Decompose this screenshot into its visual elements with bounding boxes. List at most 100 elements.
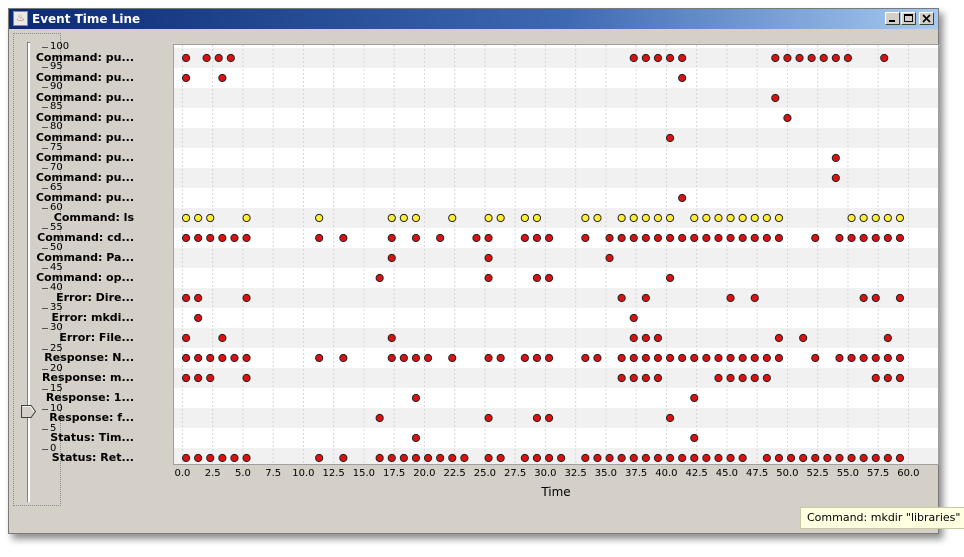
event-point[interactable] [629,213,638,223]
event-point[interactable] [242,293,251,303]
event-point[interactable] [690,393,699,403]
event-point[interactable] [750,213,759,223]
event-point[interactable] [859,453,868,463]
event-point[interactable] [665,133,675,143]
event-point[interactable] [181,333,191,343]
event-point[interactable] [218,73,227,83]
event-point[interactable] [726,213,735,223]
event-point[interactable] [315,213,324,223]
event-point[interactable] [484,233,493,243]
event-point[interactable] [811,353,820,363]
event-point[interactable] [605,453,614,463]
event-point[interactable] [641,373,650,383]
event-point[interactable] [181,213,191,223]
event-point[interactable] [702,353,711,363]
event-point[interactable] [665,233,675,243]
event-point[interactable] [387,253,396,263]
event-point[interactable] [762,453,771,463]
event-point[interactable] [629,53,638,63]
event-point[interactable] [484,273,493,283]
event-point[interactable] [387,333,396,343]
event-point[interactable] [496,353,505,363]
close-button[interactable] [919,12,934,25]
event-point[interactable] [315,353,324,363]
event-point[interactable] [230,453,239,463]
event-point[interactable] [581,233,590,243]
event-point[interactable] [859,353,868,363]
event-point[interactable] [532,273,542,283]
event-point[interactable] [339,233,348,243]
event-point[interactable] [520,453,529,463]
event-point[interactable] [653,53,663,63]
event-point[interactable] [641,353,650,363]
event-point[interactable] [895,213,905,223]
event-point[interactable] [641,213,650,223]
event-point[interactable] [315,233,324,243]
event-point[interactable] [690,213,699,223]
event-point[interactable] [774,333,784,343]
event-point[interactable] [653,213,663,223]
event-point[interactable] [532,233,542,243]
event-point[interactable] [496,453,505,463]
event-point[interactable] [883,373,892,383]
event-point[interactable] [605,253,614,263]
event-point[interactable] [883,333,892,343]
event-point[interactable] [206,453,215,463]
event-point[interactable] [448,453,457,463]
event-point[interactable] [665,353,675,363]
event-point[interactable] [859,233,868,243]
event-point[interactable] [641,233,650,243]
event-point[interactable] [593,453,602,463]
timeline-plot[interactable] [173,44,939,468]
event-point[interactable] [206,213,215,223]
event-point[interactable] [880,53,889,63]
event-point[interactable] [206,233,215,243]
event-point[interactable] [218,453,227,463]
event-point[interactable] [617,213,626,223]
event-point[interactable] [411,453,421,463]
event-point[interactable] [738,233,747,243]
event-point[interactable] [448,213,457,223]
event-point[interactable] [544,273,554,283]
event-point[interactable] [678,453,687,463]
event-point[interactable] [206,373,215,383]
event-point[interactable] [242,233,251,243]
event-point[interactable] [895,293,905,303]
event-point[interactable] [738,453,747,463]
event-point[interactable] [544,353,554,363]
event-point[interactable] [665,413,675,423]
event-point[interactable] [629,333,638,343]
event-point[interactable] [799,453,808,463]
event-point[interactable] [581,353,590,363]
event-point[interactable] [399,353,408,363]
event-point[interactable] [786,453,796,463]
event-point[interactable] [230,233,239,243]
event-point[interactable] [194,353,203,363]
event-point[interactable] [831,153,840,163]
event-point[interactable] [871,293,880,303]
event-point[interactable] [411,213,421,223]
event-point[interactable] [714,233,723,243]
event-point[interactable] [750,353,759,363]
event-point[interactable] [750,293,759,303]
event-point[interactable] [436,233,445,243]
slider-thumb[interactable] [21,403,37,418]
event-point[interactable] [726,293,735,303]
event-point[interactable] [242,453,251,463]
maximize-button[interactable] [901,12,916,25]
event-point[interactable] [484,213,493,223]
event-point[interactable] [448,353,457,363]
event-point[interactable] [835,353,844,363]
event-point[interactable] [399,213,408,223]
event-point[interactable] [520,233,529,243]
event-point[interactable] [883,453,892,463]
event-point[interactable] [783,53,792,63]
event-point[interactable] [593,353,602,363]
event-point[interactable] [544,233,554,243]
event-point[interactable] [859,293,868,303]
event-point[interactable] [194,213,203,223]
event-point[interactable] [653,233,663,243]
event-point[interactable] [436,453,445,463]
event-point[interactable] [819,53,828,63]
event-point[interactable] [230,353,239,363]
